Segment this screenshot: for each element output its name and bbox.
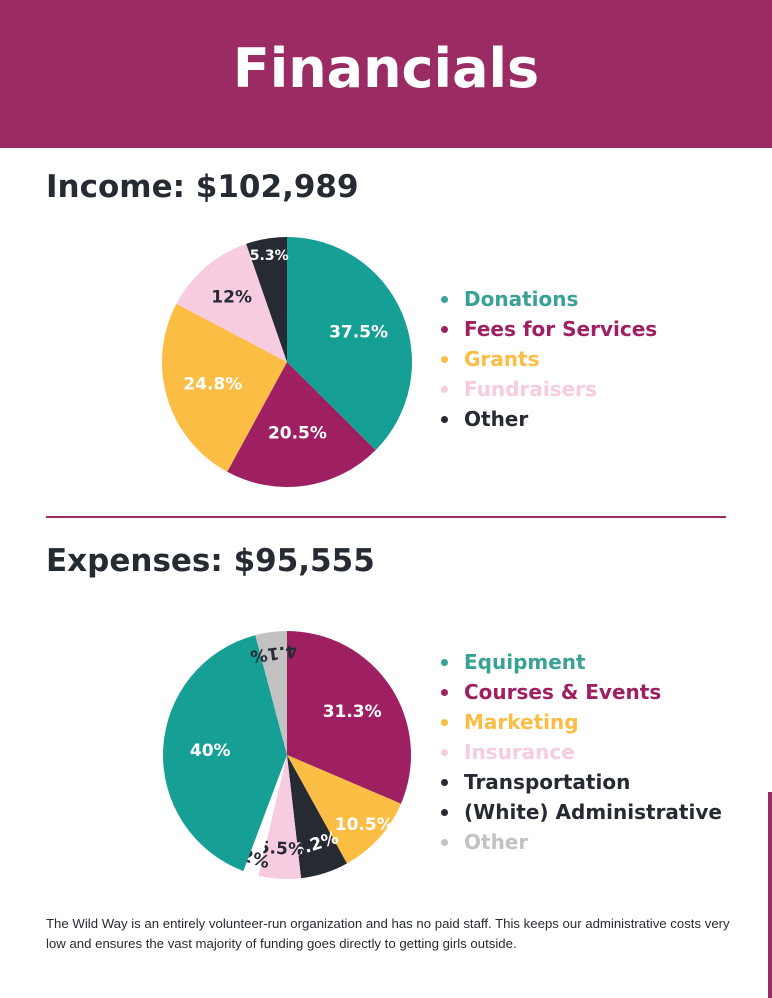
legend-label: Grants (464, 347, 540, 371)
pie-slice-courses-events (287, 631, 411, 804)
expenses-legend: Equipment Courses & Events Marketing Insura… (437, 647, 722, 857)
bullet-icon (441, 838, 448, 846)
bullet-icon (441, 808, 448, 816)
legend-label: Courses & Events (464, 680, 662, 704)
bullet-icon (441, 295, 448, 303)
legend-item: (White) Administrative (437, 797, 722, 827)
page-title: Financials (232, 37, 540, 100)
bullet-icon (441, 658, 448, 666)
footnote-text: The Wild Way is an entirely volunteer-ru… (46, 916, 730, 951)
legend-label: Other (464, 830, 529, 854)
legend-item: Insurance (437, 737, 722, 767)
legend-label: Transportation (464, 770, 631, 794)
bullet-icon (441, 415, 448, 423)
bullet-icon (441, 355, 448, 363)
legend-label: Fees for Services (464, 317, 658, 341)
bullet-icon (441, 748, 448, 756)
legend-item: Other (437, 404, 657, 434)
bullet-icon (441, 325, 448, 333)
legend-label: Fundraisers (464, 377, 597, 401)
slice-label: 5.3% (250, 248, 289, 264)
slice-label: 24.8% (183, 374, 242, 394)
legend-label: Other (464, 407, 529, 431)
legend-item: Equipment (437, 647, 722, 677)
slice-label: 10.5% (335, 815, 394, 835)
bullet-icon (441, 385, 448, 393)
header-banner: Financials (0, 0, 772, 148)
slice-label: 12% (211, 287, 252, 307)
slice-label: 31.3% (323, 702, 382, 722)
pie-slice-white-administrative (240, 764, 285, 886)
pie-slice-grants (161, 303, 287, 472)
pie-slice-other (246, 237, 287, 362)
legend-label: Marketing (464, 710, 579, 734)
pie-slice-insurance (258, 755, 302, 879)
legend-label: Insurance (464, 740, 575, 764)
income-legend: Donations Fees for Services Grants Fundrais… (437, 284, 657, 434)
legend-label: (White) Administrative (464, 800, 722, 824)
slice-label: 20.5% (268, 424, 327, 444)
pie-slice-fees-for-services (227, 362, 376, 487)
bullet-icon (441, 688, 448, 696)
legend-item: Fees for Services (437, 314, 657, 344)
edge-accent-bar (768, 792, 772, 998)
legend-item: Donations (437, 284, 657, 314)
pie-slice-marketing (287, 755, 402, 864)
expenses-title: Expenses: $95,555 (46, 543, 375, 579)
legend-item: Courses & Events (437, 677, 722, 707)
slice-label: 37.5% (329, 322, 388, 342)
pie-slice-equipment (163, 635, 287, 872)
legend-item: Other (437, 827, 722, 857)
pie-slice-other (255, 631, 287, 755)
legend-item: Grants (437, 344, 657, 374)
pie-slice-fundraisers (176, 243, 287, 362)
legend-label: Equipment (464, 650, 586, 674)
legend-item: Fundraisers (437, 374, 657, 404)
pie-slice-transportation (287, 755, 347, 879)
legend-item: Transportation (437, 767, 722, 797)
income-title: Income: $102,989 (46, 169, 359, 205)
legend-item: Marketing (437, 707, 722, 737)
section-divider (46, 516, 726, 518)
bullet-icon (441, 718, 448, 726)
legend-label: Donations (464, 287, 579, 311)
slice-label: 5.5% (257, 838, 305, 861)
pie-slice-donations (287, 237, 413, 451)
bullet-icon (441, 778, 448, 786)
slice-label: 40% (190, 741, 231, 761)
